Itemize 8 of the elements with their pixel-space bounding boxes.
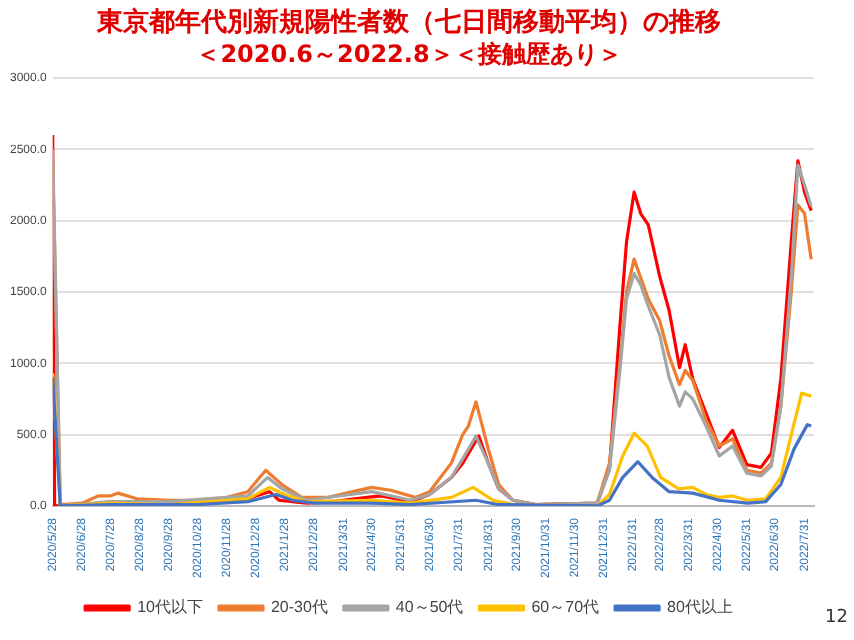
- legend-label: 20-30代: [270, 598, 328, 617]
- chart-title: 東京都年代別新規陽性者数（七日間移動平均）の推移: [95, 6, 721, 39]
- chart-subtitle: ＜2020.6～2022.8＞＜接触歴あり＞: [196, 39, 622, 68]
- legend-label: 60～70代: [531, 598, 600, 617]
- text: 12: [825, 608, 848, 628]
- legend-label: 10代以下: [137, 598, 203, 617]
- legend-label: 80代以上: [667, 598, 733, 617]
- legend-label: 40～50代: [395, 598, 464, 617]
